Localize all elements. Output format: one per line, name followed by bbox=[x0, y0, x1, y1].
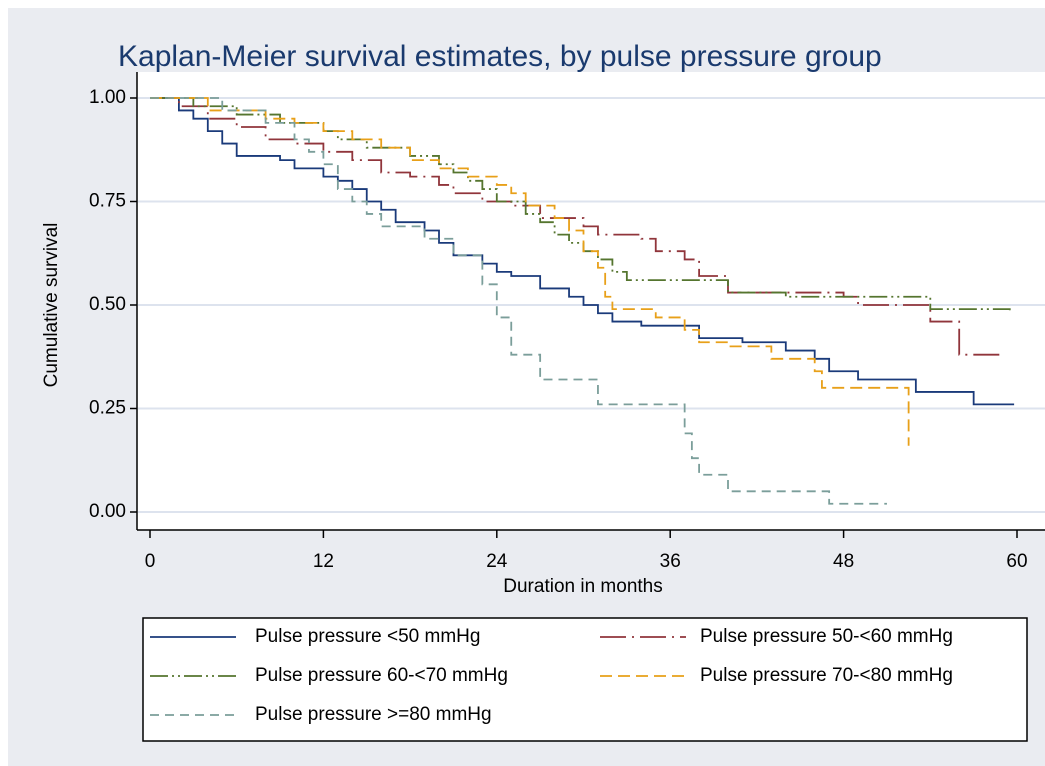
survival-curve bbox=[150, 97, 910, 446]
legend-label: Pulse pressure 70-<80 mmHg bbox=[700, 665, 953, 686]
survival-curve bbox=[150, 97, 887, 505]
legend bbox=[142, 617, 1028, 742]
x-tick-label: 48 bbox=[833, 551, 854, 572]
y-tick-label: 0.00 bbox=[89, 501, 126, 522]
y-tick-label: 1.00 bbox=[89, 87, 126, 108]
legend-label: Pulse pressure 50-<60 mmHg bbox=[700, 626, 953, 647]
legend-label: Pulse pressure 60-<70 mmHg bbox=[255, 665, 508, 686]
x-tick-label: 60 bbox=[1006, 551, 1027, 572]
y-axis-label: Cumulative survival bbox=[41, 223, 62, 388]
survival-curve bbox=[150, 97, 1015, 406]
x-tick-label: 36 bbox=[660, 551, 681, 572]
x-tick-label: 0 bbox=[145, 551, 156, 572]
x-tick-label: 12 bbox=[313, 551, 334, 572]
x-tick-label: 24 bbox=[486, 551, 508, 572]
y-tick-label: 0.50 bbox=[89, 294, 126, 315]
x-axis-label: Duration in months bbox=[503, 576, 662, 597]
legend-label: Pulse pressure >=80 mmHg bbox=[255, 704, 492, 725]
chart-title: Kaplan-Meier survival estimates, by puls… bbox=[118, 40, 882, 73]
legend-label: Pulse pressure <50 mmHg bbox=[255, 626, 480, 647]
y-tick-label: 0.25 bbox=[89, 398, 126, 419]
plot-area bbox=[137, 72, 1045, 530]
survival-curve bbox=[150, 97, 1003, 356]
y-tick-label: 0.75 bbox=[89, 191, 126, 212]
